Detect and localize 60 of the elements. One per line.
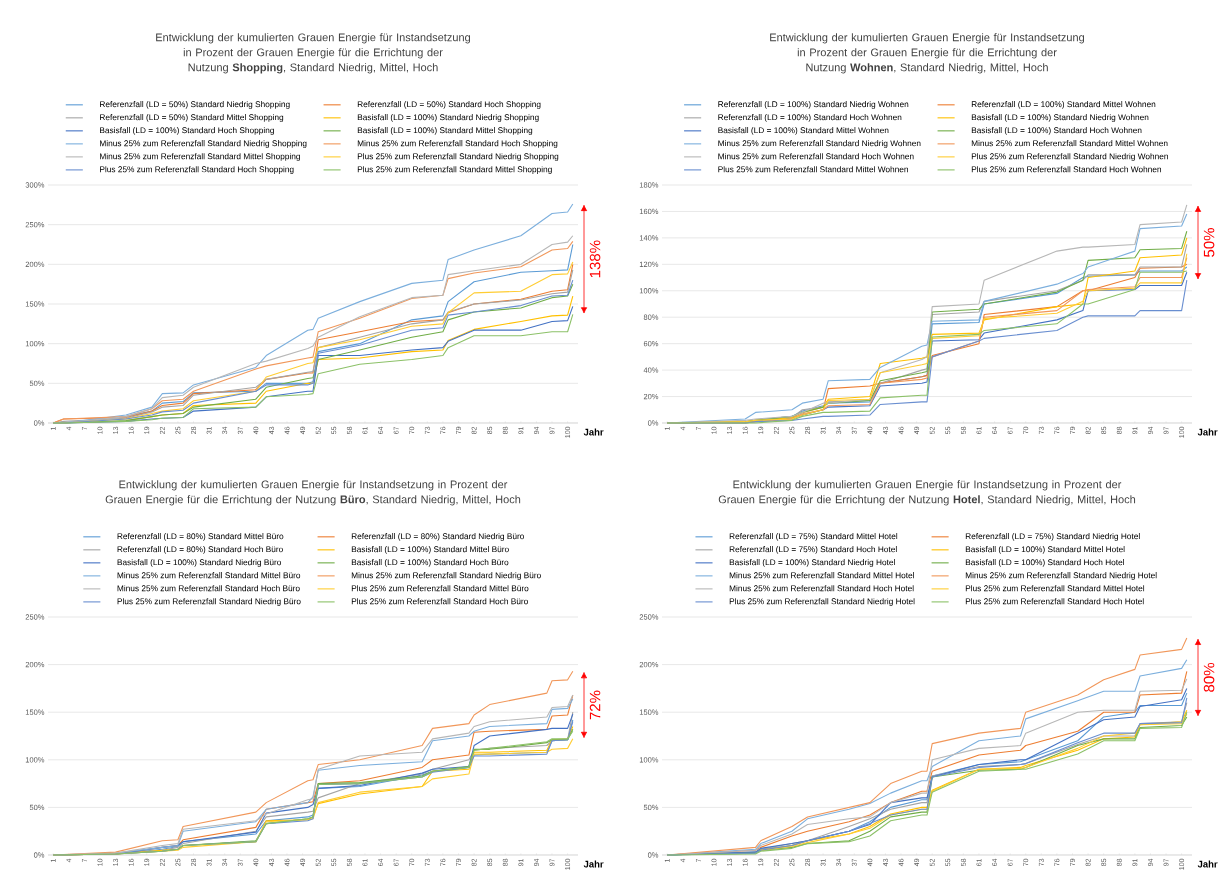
chart-title: Entwicklung der kumulierten Grauen Energie für Instandsetzung in Prozent der Grauen Energie für die Errichtung der Nutzung Shopping, Standard Niedrig, Mittel, Hoch: [156, 33, 470, 74]
legend-label: Plus 25% zum Referenzfall Standard Niedrig Shopping: [357, 153, 559, 161]
legend-label: Plus 25% zum Referenzfall Standard Mittel Büro: [351, 585, 529, 592]
legend-label: Basisfall (LD = 100%) Standard Hoch Wohnen: [971, 127, 1142, 135]
legend-label: Referenzfall (LD = 75%) Standard Mittel Hotel: [729, 533, 898, 541]
legend-label: Plus 25% zum Referenzfall Standard Niedrig Hotel: [729, 598, 915, 606]
x-axis-title: Jahr: [583, 860, 604, 868]
legend-label: Plus 25% zum Referenzfall Standard Mittel Shopping: [357, 166, 552, 174]
x-axis-title: Jahr: [1197, 860, 1218, 868]
x-axis-title: Jahr: [583, 428, 604, 436]
legend-label: Referenzfall (LD = 75%) Standard Hoch Hotel: [729, 546, 897, 554]
legend-label: Basisfall (LD = 100%) Standard Mittel Shopping: [357, 127, 533, 135]
legend-label: Plus 25% zum Referenzfall Standard Mittel Hotel: [965, 585, 1145, 592]
text: 138%: [589, 240, 601, 278]
legend-label: Minus 25% zum Referenzfall Standard Mittel Hotel: [729, 572, 914, 579]
legend-label: Referenzfall (LD = 80%) Standard Hoch Büro: [117, 546, 283, 554]
legend-label: Minus 25% zum Referenzfall Standard Niedrig Shopping: [100, 140, 307, 148]
legend-label: Minus 25% zum Referenzfall Standard Niedrig Büro: [351, 572, 541, 580]
legend-label: Referenzfall (LD = 50%) Standard Niedrig Shopping: [100, 101, 290, 109]
legend-label: Basisfall (LD = 100%) Standard Niedrig Hotel: [729, 559, 895, 567]
legend-label: Plus 25% zum Referenzfall Standard Hoch Shopping: [100, 166, 294, 174]
legend-label: Referenzfall (LD = 50%) Standard Hoch Shopping: [357, 101, 541, 109]
legend-label: Referenzfall (LD = 80%) Standard Mittel Büro: [117, 533, 284, 541]
legend-label: Plus 25% zum Referenzfall Standard Niedrig Wohnen: [971, 153, 1168, 161]
legend-label: Minus 25% zum Referenzfall Standard Mittel Shopping: [100, 153, 300, 161]
legend-label: Basisfall (LD = 100%) Standard Niedrig Shopping: [357, 114, 539, 122]
legend-label: Minus 25% zum Referenzfall Standard Hoch Hotel: [729, 585, 914, 592]
legend-label: Basisfall (LD = 100%) Standard Niedrig Büro: [117, 559, 282, 567]
legend-label: Plus 25% zum Referenzfall Standard Hoch Hotel: [965, 598, 1144, 605]
legend-label: Plus 25% zum Referenzfall Standard Hoch Büro: [351, 598, 528, 605]
legend-label: Minus 25% zum Referenzfall Standard Mittel Wohnen: [971, 140, 1168, 147]
text: 50%: [1203, 228, 1215, 257]
legend-label: Minus 25% zum Referenzfall Standard Hoch Büro: [117, 585, 300, 592]
legend-label: Referenzfall (LD = 100%) Standard Mittel Wohnen: [971, 101, 1156, 109]
legend-label: Basisfall (LD = 100%) Standard Mittel Hotel: [965, 546, 1125, 554]
legend-label: Basisfall (LD = 100%) Standard Hoch Büro: [351, 559, 509, 567]
legend-label: Basisfall (LD = 100%) Standard Mittel Büro: [351, 546, 509, 554]
legend-label: Minus 25% zum Referenzfall Standard Niedrig Wohnen: [718, 140, 921, 148]
x-axis-title: Jahr: [1197, 428, 1218, 436]
legend-label: Basisfall (LD = 100%) Standard Hoch Shopping: [100, 127, 274, 135]
legend-label: Referenzfall (LD = 100%) Standard Niedrig Wohnen: [718, 101, 909, 109]
legend-label: Minus 25% zum Referenzfall Standard Niedrig Hotel: [965, 572, 1157, 580]
chart-title: Entwicklung der kumulierten Grauen Energie für Instandsetzung in Prozent der Grauen Energie für die Errichtung der Nutzung Büro, Standard Niedrig, Mittel, Hoch: [105, 480, 521, 506]
legend-label: Plus 25% zum Referenzfall Standard Niedrig Büro: [117, 598, 301, 606]
legend-label: Referenzfall (LD = 80%) Standard Niedrig Büro: [351, 533, 525, 541]
legend-label: Basisfall (LD = 100%) Standard Niedrig Wohnen: [971, 114, 1149, 122]
legend-label: Basisfall (LD = 100%) Standard Hoch Hotel: [965, 559, 1124, 567]
legend-label: Referenzfall (LD = 50%) Standard Mittel Shopping: [100, 114, 284, 122]
legend-label: Minus 25% zum Referenzfall Standard Hoch Wohnen: [718, 153, 914, 160]
legend-label: Plus 25% zum Referenzfall Standard Hoch Wohnen: [971, 166, 1162, 173]
legend-label: Referenzfall (LD = 75%) Standard Niedrig Hotel: [965, 533, 1140, 541]
chart-title: Entwicklung der kumulierten Grauen Energie für Instandsetzung in Prozent der Grauen Energie für die Errichtung der Nutzung Wohnen, Standard Niedrig, Mittel, Hoch: [770, 33, 1084, 74]
legend-label: Plus 25% zum Referenzfall Standard Mittel Wohnen: [718, 166, 908, 173]
legend-label: Referenzfall (LD = 100%) Standard Hoch Wohnen: [718, 114, 902, 122]
legend-label: Basisfall (LD = 100%) Standard Mittel Wohnen: [718, 127, 889, 135]
legend-label: Minus 25% zum Referenzfall Standard Hoch Shopping: [357, 140, 558, 148]
text: 80%: [1203, 662, 1215, 692]
text: 72%: [589, 690, 601, 720]
chart-title: Entwicklung der kumulierten Grauen Energie für Instandsetzung in Prozent der Grauen Energie für die Errichtung der Nutzung Hotel, Standard Niedrig, Mittel, Hoch: [718, 480, 1136, 506]
legend-label: Minus 25% zum Referenzfall Standard Mittel Büro: [117, 572, 301, 579]
